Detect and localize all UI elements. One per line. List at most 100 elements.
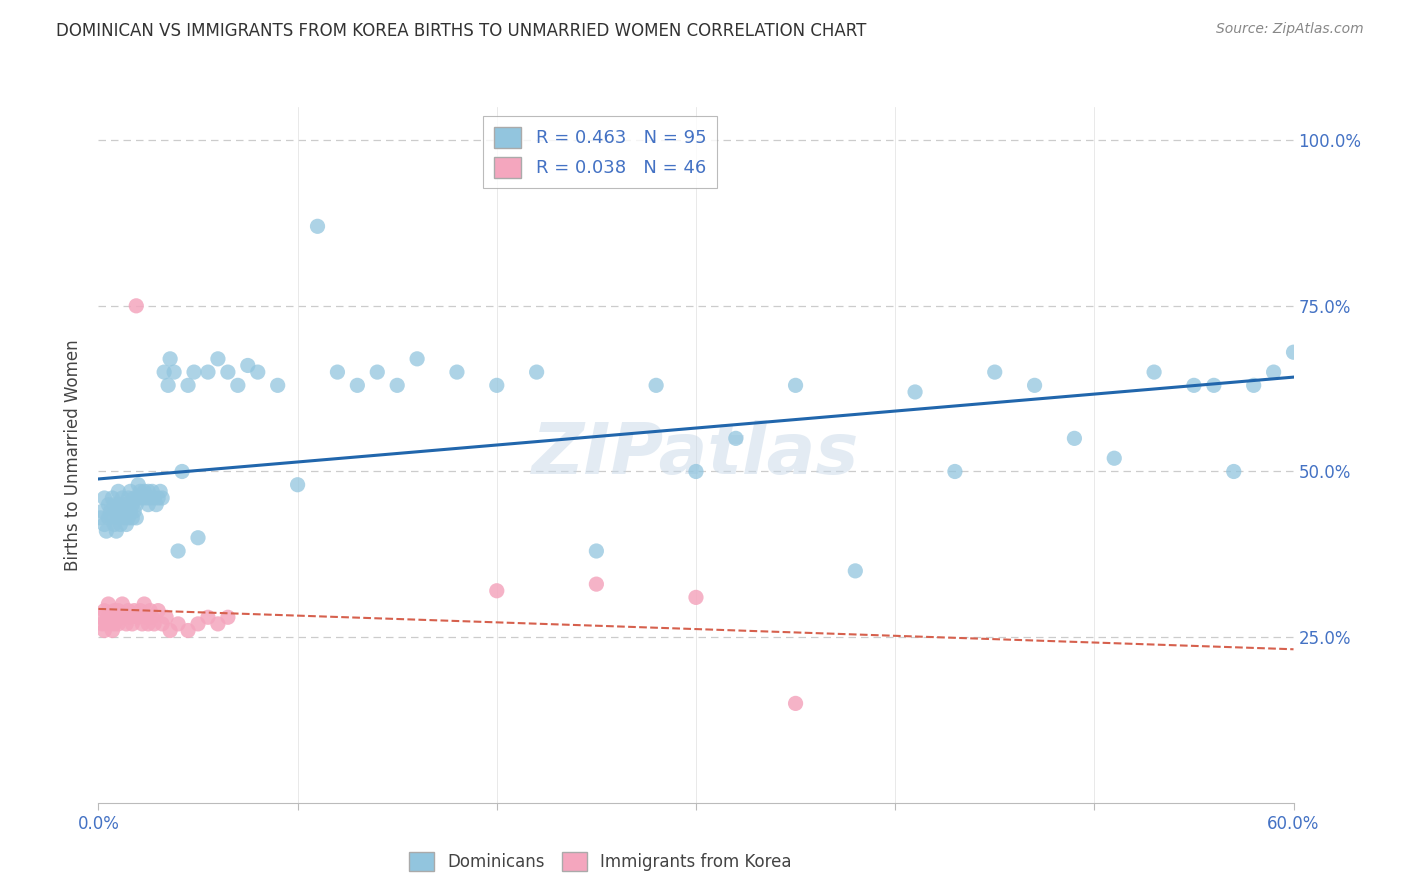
Point xyxy=(346,378,368,392)
Point xyxy=(103,498,125,512)
Point xyxy=(585,577,607,591)
Point xyxy=(117,604,139,618)
Point xyxy=(105,504,128,518)
Point xyxy=(121,616,143,631)
Point xyxy=(685,591,707,605)
Legend: Dominicans, Immigrants from Korea: Dominicans, Immigrants from Korea xyxy=(402,846,799,878)
Point xyxy=(197,365,219,379)
Point xyxy=(93,604,115,618)
Point xyxy=(97,498,120,512)
Point xyxy=(1282,345,1305,359)
Point xyxy=(139,604,162,618)
Point xyxy=(107,484,129,499)
Point xyxy=(117,491,139,505)
Point xyxy=(129,484,152,499)
Point xyxy=(177,378,200,392)
Point xyxy=(134,484,156,499)
Point xyxy=(197,610,219,624)
Point xyxy=(267,378,290,392)
Point xyxy=(131,616,153,631)
Point xyxy=(127,491,149,505)
Y-axis label: Births to Unmarried Women: Births to Unmarried Women xyxy=(65,339,83,571)
Point xyxy=(121,511,143,525)
Point xyxy=(163,365,186,379)
Point xyxy=(127,610,149,624)
Point xyxy=(96,524,118,538)
Point xyxy=(217,365,239,379)
Point xyxy=(107,616,129,631)
Point xyxy=(1063,431,1085,445)
Point xyxy=(125,299,148,313)
Point xyxy=(101,511,124,525)
Point xyxy=(159,351,181,366)
Point xyxy=(485,583,508,598)
Point xyxy=(115,517,138,532)
Point xyxy=(1182,378,1205,392)
Point xyxy=(141,484,163,499)
Point xyxy=(1202,378,1225,392)
Point xyxy=(136,616,159,631)
Point xyxy=(112,511,135,525)
Point xyxy=(101,624,124,638)
Point xyxy=(93,624,115,638)
Point xyxy=(485,378,508,392)
Point xyxy=(207,351,229,366)
Point xyxy=(129,604,152,618)
Point xyxy=(91,504,114,518)
Point xyxy=(110,517,132,532)
Point xyxy=(100,504,122,518)
Point xyxy=(149,484,172,499)
Point xyxy=(157,378,180,392)
Point xyxy=(145,498,167,512)
Text: Source: ZipAtlas.com: Source: ZipAtlas.com xyxy=(1216,22,1364,37)
Point xyxy=(125,498,148,512)
Point xyxy=(785,378,807,392)
Point xyxy=(105,524,128,538)
Point xyxy=(143,616,166,631)
Point xyxy=(446,365,468,379)
Point xyxy=(97,511,120,525)
Point xyxy=(125,511,148,525)
Point xyxy=(121,498,143,512)
Point xyxy=(159,624,181,638)
Point xyxy=(141,610,163,624)
Point xyxy=(217,610,239,624)
Point xyxy=(187,531,209,545)
Point xyxy=(1263,365,1285,379)
Point xyxy=(105,610,128,624)
Point xyxy=(153,365,176,379)
Point xyxy=(326,365,349,379)
Point xyxy=(366,365,388,379)
Point xyxy=(785,697,807,711)
Point xyxy=(107,498,129,512)
Point xyxy=(120,504,142,518)
Point xyxy=(110,610,132,624)
Point xyxy=(127,477,149,491)
Point xyxy=(724,431,747,445)
Point xyxy=(117,511,139,525)
Point xyxy=(246,365,269,379)
Point xyxy=(111,504,134,518)
Point xyxy=(236,359,259,373)
Point xyxy=(124,604,146,618)
Point xyxy=(183,365,205,379)
Point xyxy=(155,610,177,624)
Point xyxy=(406,351,429,366)
Point xyxy=(143,491,166,505)
Point xyxy=(135,491,157,505)
Point xyxy=(385,378,409,392)
Point xyxy=(103,517,125,532)
Point xyxy=(187,616,209,631)
Point xyxy=(685,465,707,479)
Point xyxy=(96,616,118,631)
Point xyxy=(136,484,159,499)
Point xyxy=(167,544,190,558)
Point xyxy=(120,610,142,624)
Point xyxy=(1024,378,1046,392)
Point xyxy=(226,378,249,392)
Point xyxy=(134,597,156,611)
Point xyxy=(100,616,122,631)
Point xyxy=(177,624,200,638)
Point xyxy=(167,616,190,631)
Point xyxy=(93,491,115,505)
